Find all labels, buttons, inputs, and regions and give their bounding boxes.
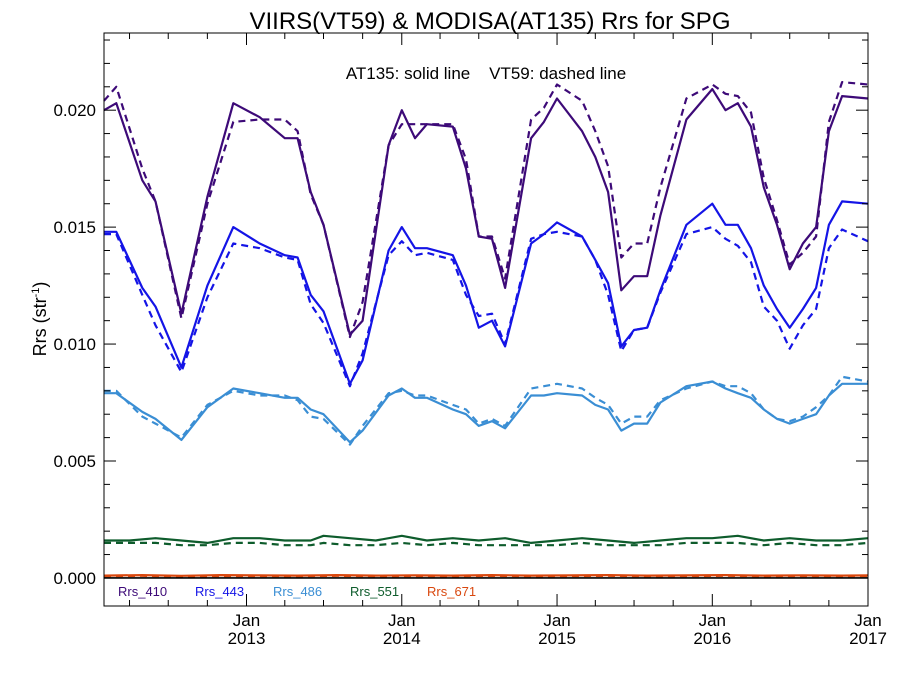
series-line-rrs-551-vt59 [104,541,869,547]
x-tick-label-month: Jan [543,611,570,630]
y-axis-label-close: ) [30,282,50,288]
series-line-rrs-410-at135 [103,87,869,336]
series-layer [103,80,869,578]
x-tick-label-month: Jan [233,611,260,630]
x-tick-label-month: Jan [699,611,726,630]
y-tick-label: 0.010 [53,335,96,354]
plot-frame [103,32,869,607]
legend: Rrs_410 Rrs_443 Rrs_486 Rrs_551 Rrs_671 [118,584,476,599]
series-line-rrs-551-at135 [104,534,869,545]
y-tick-label: 0.000 [53,569,96,588]
y-tick-label: 0.005 [53,452,96,471]
y-tick-label: 0.020 [53,101,96,120]
y-axis-label-base: Rrs (str [30,297,50,356]
series-line-rrs-486-at135 [104,380,868,444]
x-tick-label-month: Jan [854,611,881,630]
legend-label-rrs-410: Rrs_410 [118,584,167,599]
legend-label-rrs-671: Rrs_671 [427,584,476,599]
series-line-rrs-671-vt59 [103,574,869,578]
x-tick-label-year: 2014 [383,629,421,648]
series-line-rrs-443-vt59 [104,226,869,388]
x-tick-label-month: Jan [388,611,415,630]
legend-label-rrs-443: Rrs_443 [195,584,244,599]
y-axis-label-superscript: -1 [30,288,42,298]
legend-label-rrs-551: Rrs_551 [350,584,399,599]
x-tick-label-year: 2013 [228,629,266,648]
series-line-rrs-443-at135 [104,200,869,385]
x-tick-label-year: 2017 [849,629,887,648]
legend-label-rrs-486: Rrs_486 [273,584,322,599]
series-line-rrs-486-vt59 [104,375,869,446]
y-tick-label: 0.015 [53,218,96,237]
series-line-rrs-410-vt59 [103,80,869,339]
y-axis-label: Rrs (str-1) [30,282,50,357]
line-style-annotation: AT135: solid line VT59: dashed line [346,64,626,83]
chart-title: VIIRS(VT59) & MODISA(AT135) Rrs for SPG [250,8,731,35]
x-tick-label-year: 2015 [538,629,576,648]
x-tick-label-year: 2016 [693,629,731,648]
y-axis: 0.000 0.005 0.010 0.015 0.020 [53,39,868,588]
